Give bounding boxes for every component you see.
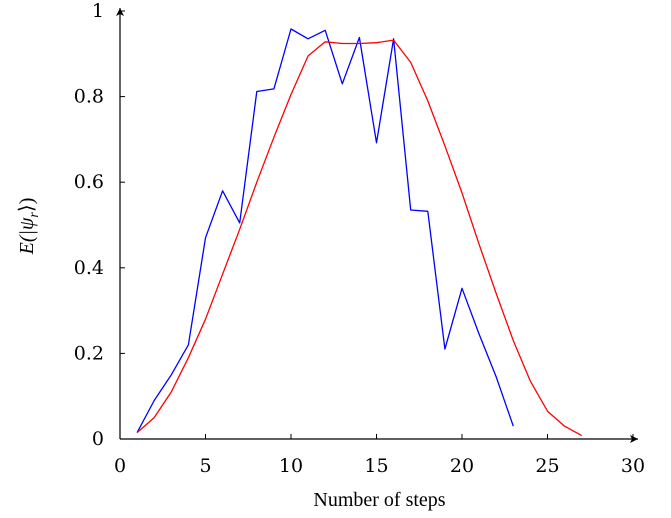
y-tick-label: 0.8	[74, 86, 104, 108]
y-tick-label: 0	[92, 428, 104, 450]
axes	[116, 8, 638, 443]
x-tick-label: 30	[621, 455, 645, 477]
x-axis-title: Number of steps	[313, 489, 445, 511]
y-axis-arrow-icon	[116, 8, 124, 16]
y-tick-label: 0.4	[74, 257, 104, 279]
series-layer	[136, 28, 583, 437]
x-tick-label: 0	[114, 455, 126, 477]
y-tick-label: 1	[92, 0, 104, 22]
series-line-blue	[136, 28, 514, 433]
series-line-red	[136, 39, 583, 437]
y-axis-title: E(|ψr⟩)	[16, 198, 42, 256]
tick-marks	[119, 10, 634, 440]
tick-labels: 0 5 10 15 20 25 30 0 0.2 0.4 0.6 0.8 1	[74, 0, 645, 477]
y-tick-label: 0.6	[74, 171, 104, 193]
x-tick-label: 20	[450, 455, 474, 477]
x-tick-label: 15	[364, 455, 388, 477]
x-tick-label: 10	[279, 455, 303, 477]
x-axis-arrow-icon	[630, 435, 638, 443]
x-tick-label: 25	[535, 455, 559, 477]
x-tick-label: 5	[199, 455, 211, 477]
y-tick-label: 0.2	[74, 342, 104, 364]
